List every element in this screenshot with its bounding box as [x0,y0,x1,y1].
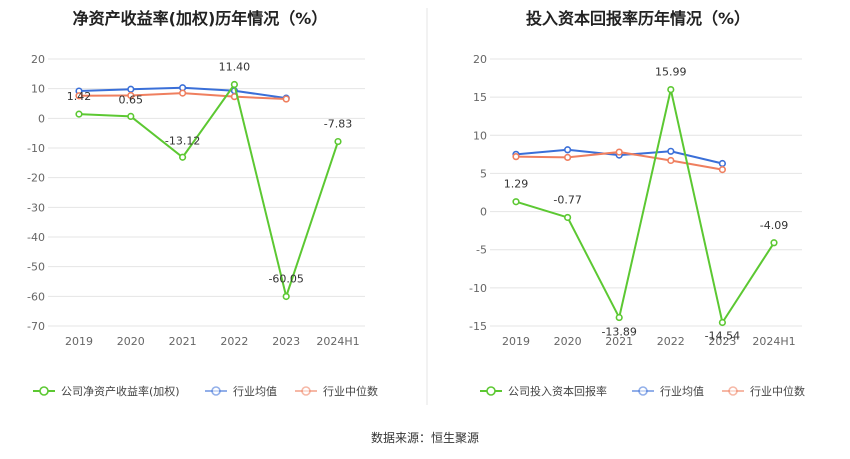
roe-y-tick-label: -40 [27,231,45,244]
roe-y-tick-label: 0 [38,112,45,125]
roic-median-point [718,166,727,174]
legend-label: 行业中位数 [750,384,805,398]
roe-x-tick-label: 2023 [272,335,300,348]
legend-marker-icon [486,386,496,396]
roic-median-point [615,148,623,156]
roic-y-tick-label: -5 [476,244,487,257]
roe-y-tick-label: -60 [27,290,45,303]
roe-data-label: -13.12 [165,134,200,147]
roe-avg-point [127,85,135,93]
roe-chart: 净资产收益率(加权)历年情况（%） 20 10 0 -10 -20 -30 -40 -50 -6… [27,9,378,398]
roic-x-tick-label: 2021 [605,335,633,348]
roe-chart-title: 净资产收益率(加权)历年情况（%） [73,9,328,28]
legend-marker-icon [728,386,738,396]
legend-label: 行业均值 [233,385,277,398]
roe-x-tick-label: 2021 [169,335,197,348]
roic-avg-point [667,147,675,155]
roic-legend-avg[interactable]: 行业均值 [632,385,704,398]
roic-y-tick-label: 15 [473,91,487,104]
roe-y-tick-label: -20 [27,172,45,185]
roic-data-label: 1.29 [504,178,529,191]
roic-median-point [512,153,520,161]
roic-x-tick-label: 2019 [502,335,530,348]
roe-median-point [75,92,83,100]
roic-avg-point [718,159,727,168]
roe-x-tick-label: 2024H1 [316,335,359,348]
roic-median-point [667,156,675,165]
roe-y-tick-label: 20 [31,53,45,66]
roe-data-label: -60.05 [268,272,303,285]
roe-company-point [334,137,342,146]
roic-company-point [770,239,778,247]
roic-company-point [718,318,727,327]
legend-marker-icon [211,386,221,396]
roe-company-point [127,112,135,121]
legend-label: 行业均值 [660,385,704,398]
roic-data-label: -0.77 [553,193,581,206]
roe-y-tick-label: -70 [27,320,45,333]
roe-data-label: 0.65 [119,93,144,106]
roic-company-point [667,85,675,94]
roe-company-line [78,82,339,301]
roe-data-label: 11.40 [219,61,251,74]
roic-y-tick-label: 5 [480,167,487,180]
roic-chart: 投入资本回报率历年情况（%） 20 15 10 5 0 -5 -10 -15 2019 2020 2… [469,9,805,398]
roic-median-point [563,153,572,162]
roic-data-label: -14.54 [705,329,740,342]
roic-legend-company[interactable]: 公司投入资本回报率 [480,384,607,398]
roe-company-point [75,110,83,118]
roic-data-label: -13.89 [601,326,636,339]
roe-median-point [179,89,187,97]
legend-marker-icon [301,386,311,396]
roe-company-point [230,80,238,89]
roe-y-tick-label: -50 [27,261,45,274]
roe-x-tick-label: 2022 [220,335,248,348]
roe-legend-avg[interactable]: 行业均值 [205,385,277,398]
roic-company-line [515,89,775,326]
legend-label: 公司投入资本回报率 [508,384,607,398]
roe-median-point [282,95,290,103]
roic-x-tick-label: 2023 [708,335,736,348]
roe-company-point [179,153,187,161]
legend-label: 行业中位数 [323,384,378,398]
roic-legend-median[interactable]: 行业中位数 [722,384,805,398]
roe-legend-median[interactable]: 行业中位数 [295,384,378,398]
roe-legend-company[interactable]: 公司净资产收益率(加权) [33,384,180,398]
roic-y-tick-label: -10 [469,282,487,295]
roe-y-tick-label: -30 [27,201,45,214]
roic-avg-point [563,146,572,154]
roe-data-label: -7.83 [324,118,352,131]
roic-data-label: -4.09 [760,219,788,232]
roe-x-tick-label: 2019 [65,335,93,348]
roic-y-tick-label: 20 [473,53,487,66]
roic-x-tick-label: 2020 [554,335,582,348]
legend-marker-icon [638,386,648,396]
roic-company-point [615,313,623,322]
roic-company-point [512,198,520,206]
data-source: 数据来源：恒生聚源 [371,430,479,445]
roe-y-tick-label: 10 [31,83,45,96]
roe-median-point [127,91,135,100]
roic-chart-title: 投入资本回报率历年情况（%） [526,9,750,28]
roic-y-tick-label: 10 [473,129,487,142]
roe-x-tick-label: 2020 [117,335,145,348]
roe-y-tick-label: -10 [27,142,45,155]
roe-data-label: 1.42 [67,90,92,103]
legend-marker-icon [39,386,49,396]
roic-x-tick-label: 2022 [657,335,685,348]
legend-label: 公司净资产收益率(加权) [61,384,180,398]
roic-x-tick-label: 2024H1 [752,335,795,348]
roic-y-tick-label: 0 [480,206,487,219]
roic-company-point [563,213,572,222]
roic-data-label: 15.99 [655,66,687,79]
roic-y-tick-label: -15 [469,320,487,333]
roe-company-point [282,292,290,301]
